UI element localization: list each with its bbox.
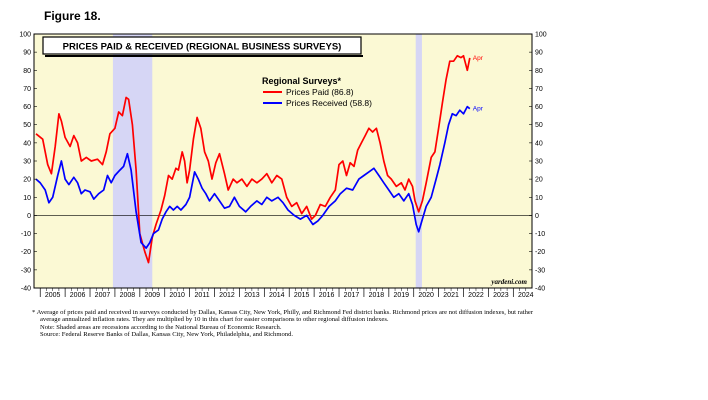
x-tick-label: 2015 — [294, 292, 310, 299]
x-tick-label: 2006 — [70, 292, 86, 299]
x-tick-label: 2022 — [468, 292, 484, 299]
y-tick-label-right: -20 — [535, 249, 545, 256]
x-tick-label: 2011 — [195, 292, 210, 299]
footnotes: * Average of prices paid and received in… — [30, 309, 550, 339]
recession-band-1 — [112, 34, 153, 288]
x-tick-label: 2019 — [393, 292, 409, 299]
y-tick-label-right: 60 — [535, 104, 543, 111]
x-tick-label: 2016 — [319, 292, 335, 299]
y-tick-label-right: 40 — [535, 140, 543, 147]
legend-label-prices-received: Prices Received (58.8) — [286, 98, 372, 108]
x-tick-label: 2021 — [443, 292, 459, 299]
watermark: yardeni.com — [490, 278, 527, 286]
x-tick-label: 2013 — [244, 292, 260, 299]
x-tick-label: 2014 — [269, 292, 285, 299]
x-tick-label: 2012 — [219, 292, 235, 299]
series-line-prices-paid — [35, 54, 471, 264]
recession-shading — [112, 34, 422, 288]
x-tick-label: 2005 — [45, 292, 61, 299]
y-tick-label-right: 80 — [535, 68, 543, 75]
y-tick-label-right: -10 — [535, 231, 545, 238]
y-tick-label-left: 80 — [23, 68, 31, 75]
y-tick-label-right: 50 — [535, 122, 543, 129]
x-tick-label: 2007 — [95, 292, 111, 299]
y-tick-label-right: -30 — [535, 267, 545, 274]
y-tick-label-left: -40 — [21, 286, 31, 293]
chart-title: PRICES PAID & RECEIVED (REGIONAL BUSINES… — [63, 42, 342, 53]
y-tick-label-left: 10 — [23, 195, 31, 202]
y-tick-label-right: 30 — [535, 159, 543, 166]
y-tick-label-left: -30 — [21, 267, 31, 274]
x-tick-label: 2020 — [418, 292, 434, 299]
x-tick-label: 2018 — [369, 292, 385, 299]
y-tick-label-left: 40 — [23, 140, 31, 147]
series-line-prices-received — [35, 105, 471, 249]
legend-title: Regional Surveys* — [262, 76, 342, 86]
y-tick-label-left: 20 — [23, 177, 31, 184]
figure-label: Figure 18. — [44, 9, 101, 23]
axis-ticks: -40 -40 -30 -30 -20 -20 -10 -10 0 0 10 10 20 20 30 30 40… — [19, 32, 546, 293]
y-tick-label-left: 0 — [27, 213, 31, 220]
x-tick-label: 2008 — [120, 292, 136, 299]
y-tick-label-left: 30 — [23, 159, 31, 166]
x-tick-label: 2010 — [169, 292, 185, 299]
y-tick-label-left: 70 — [23, 86, 31, 93]
legend: Regional Surveys* Prices Paid (86.8) Pri… — [262, 76, 372, 108]
y-tick-label-right: -40 — [535, 286, 545, 293]
y-tick-label-right: 0 — [535, 213, 539, 220]
chart-title-box: PRICES PAID & RECEIVED (REGIONAL BUSINES… — [42, 36, 363, 57]
y-tick-label-right: 100 — [535, 32, 547, 39]
y-tick-label-left: 60 — [23, 104, 31, 111]
plot-background — [34, 34, 532, 288]
end-label-prices-paid: Apr — [473, 55, 484, 62]
x-tick-label: 2023 — [493, 292, 509, 299]
y-tick-label-right: 20 — [535, 177, 543, 184]
footnote-asterisk: * Average of prices paid and received in… — [32, 309, 534, 324]
y-tick-label-left: -10 — [21, 231, 31, 238]
end-label-prices-received: Apr — [473, 106, 484, 113]
x-tick-label: 2009 — [144, 292, 160, 299]
y-tick-label-right: 70 — [535, 86, 543, 93]
x-tick-label: 2024 — [518, 292, 534, 299]
footnote-note: Note: Shaded areas are recessions accord… — [40, 323, 282, 331]
series-lines — [35, 54, 471, 264]
x-axis: 2005 2006 2007 2008 2009 2010 2011 2012 2013 2014… — [39, 288, 534, 299]
y-tick-label-left: -20 — [21, 249, 31, 256]
footnote-source: Source: Federal Reserve Banks of Dallas,… — [40, 331, 294, 339]
y-tick-label-left: 90 — [23, 50, 31, 57]
legend-label-prices-paid: Prices Paid (86.8) — [286, 87, 354, 97]
y-tick-label-right: 90 — [535, 50, 543, 57]
recession-band-2 — [415, 34, 422, 288]
y-tick-label-left: 100 — [19, 32, 31, 39]
y-tick-label-left: 50 — [23, 122, 31, 129]
y-tick-label-right: 10 — [535, 195, 543, 202]
end-labels: Apr Apr — [473, 55, 484, 113]
x-tick-label: 2017 — [344, 292, 360, 299]
